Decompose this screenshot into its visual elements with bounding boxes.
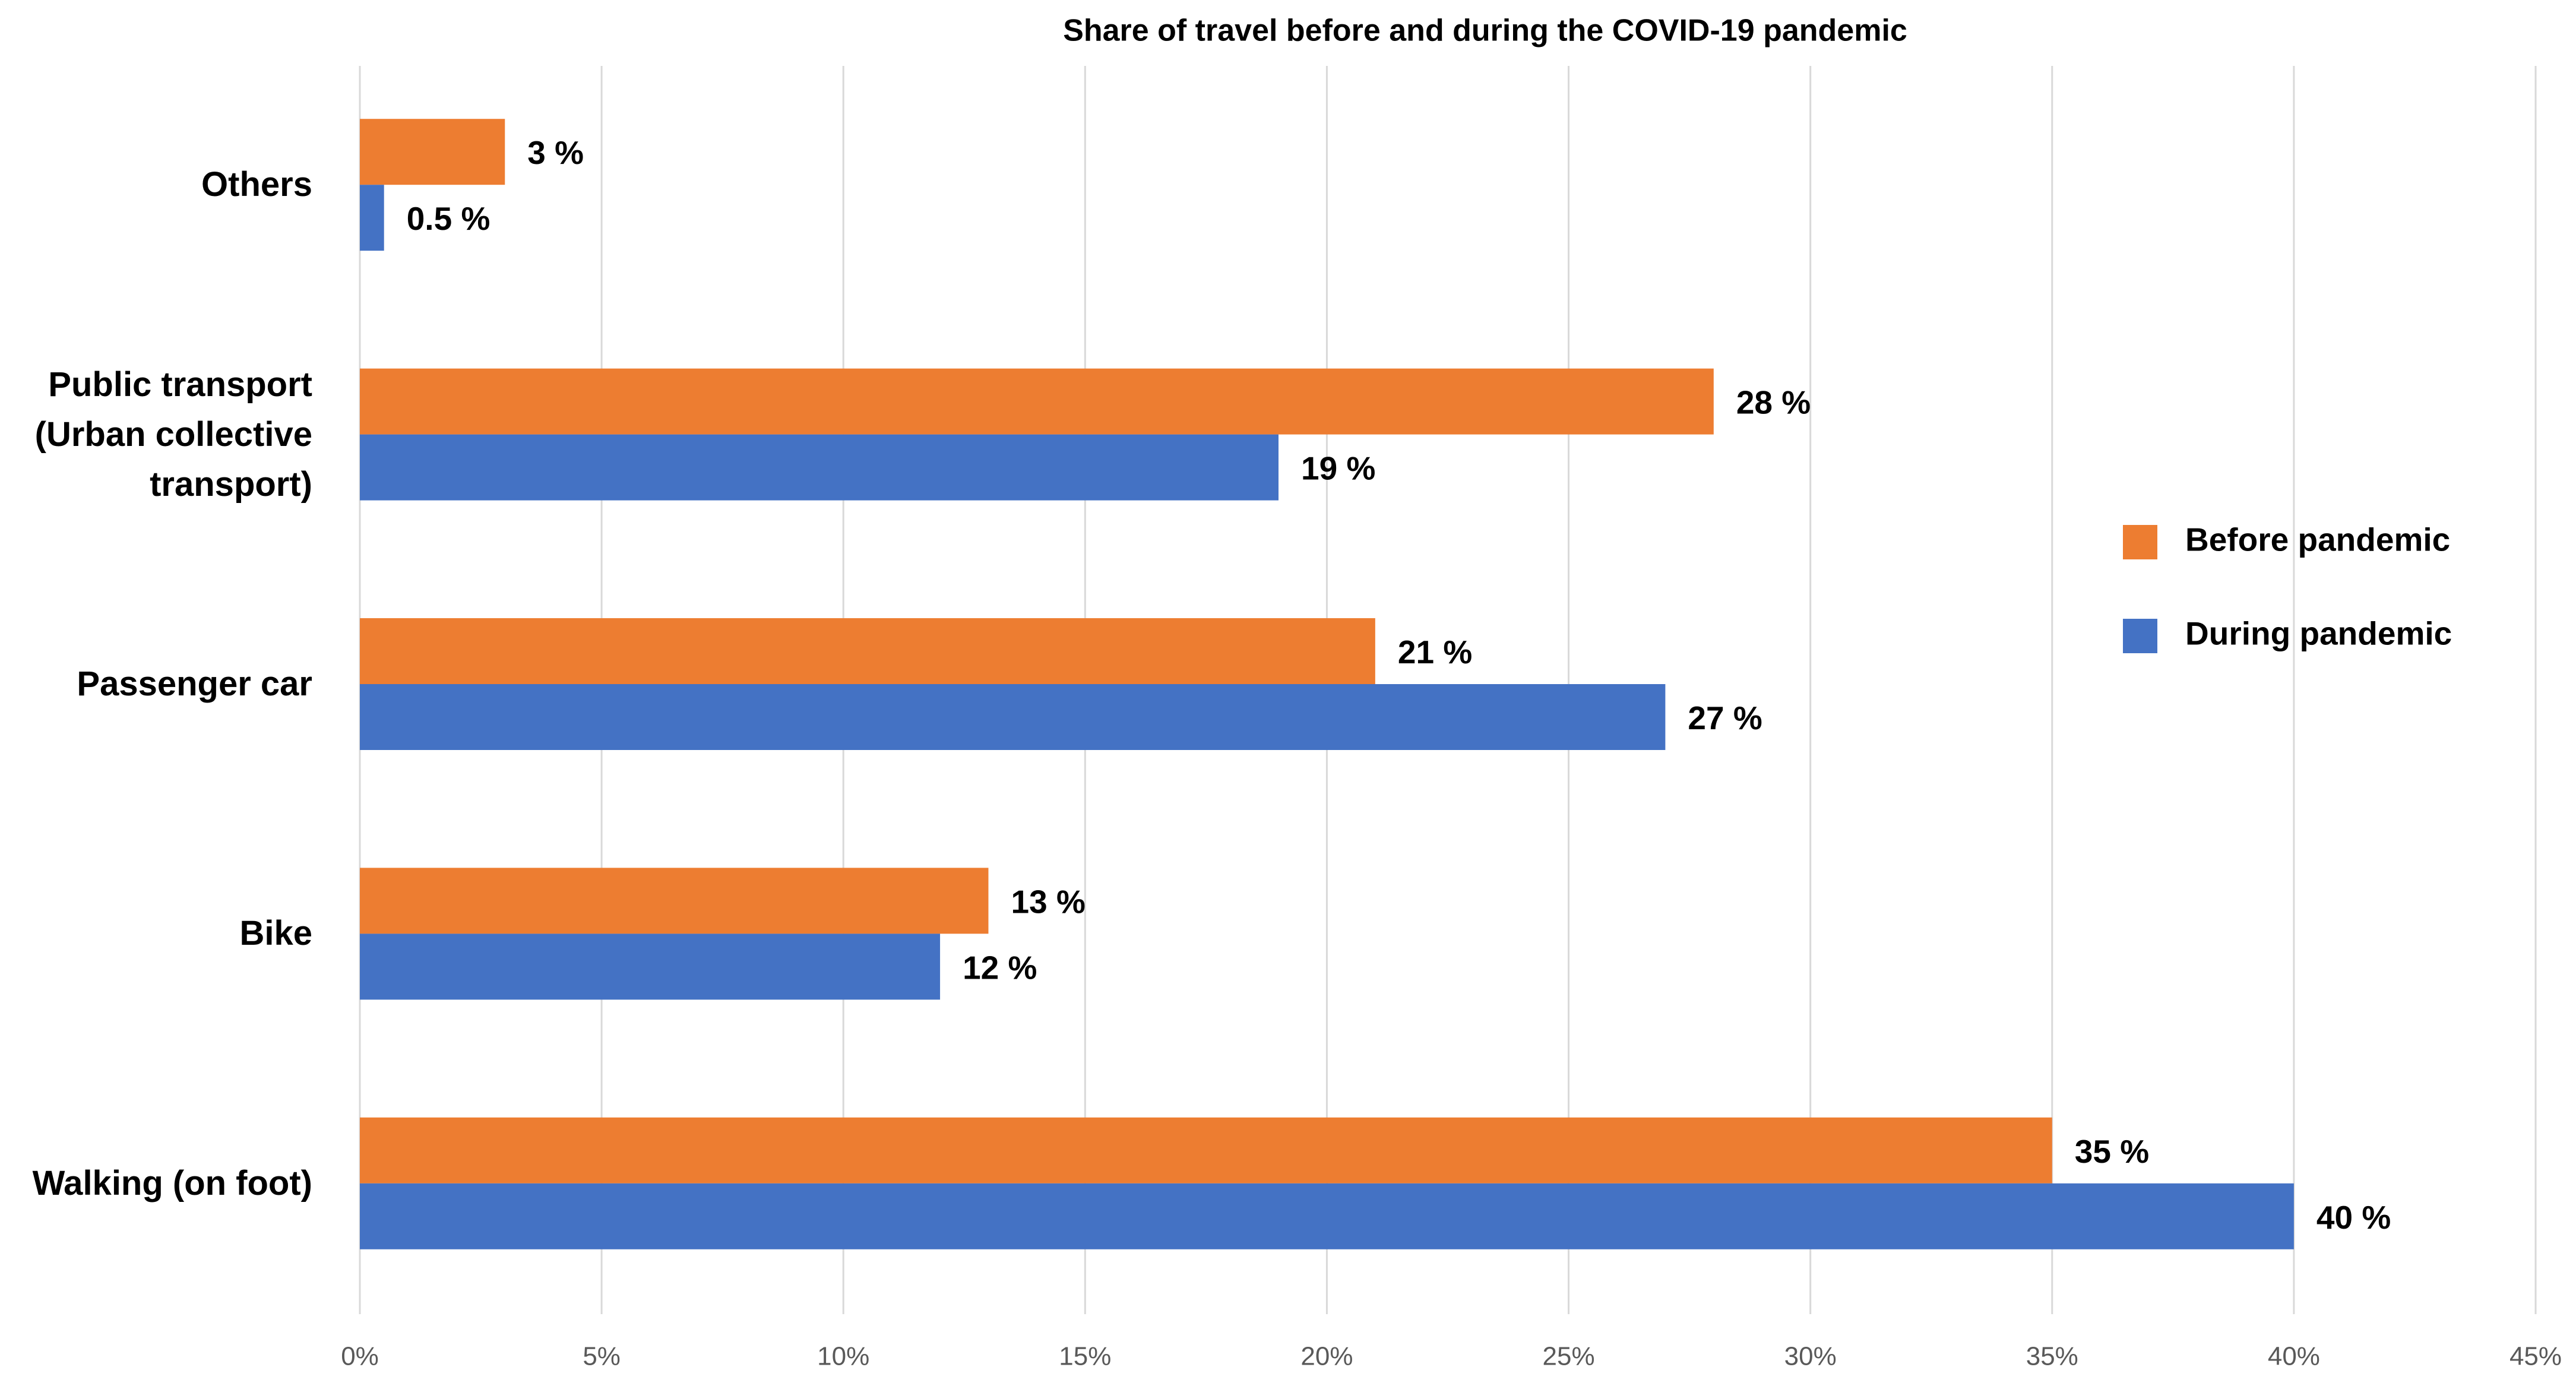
bar	[360, 1117, 2052, 1184]
x-tick-label: 5%	[583, 1342, 621, 1371]
x-tick-label: 45%	[2509, 1342, 2562, 1371]
chart-title: Share of travel before and during the CO…	[1063, 14, 1907, 48]
x-tick-label: 15%	[1059, 1342, 1111, 1371]
legend-swatch	[2123, 619, 2157, 653]
value-label: 3 %	[527, 134, 584, 171]
bar	[360, 368, 1714, 435]
bar	[360, 868, 989, 934]
bar	[360, 434, 1279, 501]
bar	[360, 934, 941, 1000]
y-tick-label: Others	[201, 165, 312, 204]
legend-label: During pandemic	[2185, 615, 2452, 652]
y-tick-label: Public transport (Urban collective trans…	[34, 365, 312, 504]
value-label: 40 %	[2316, 1199, 2391, 1236]
bar	[360, 684, 1666, 750]
bar	[360, 119, 505, 185]
value-label: 35 %	[2075, 1133, 2149, 1170]
y-tick-label: Bike	[239, 914, 312, 953]
y-tick-label: Passenger car	[77, 664, 312, 703]
value-label: 13 %	[1011, 883, 1085, 920]
value-label: 27 %	[1688, 700, 1762, 736]
x-tick-label: 0%	[341, 1342, 379, 1371]
x-tick-label: 25%	[1543, 1342, 1595, 1371]
x-tick-label: 30%	[1784, 1342, 1837, 1371]
value-label: 21 %	[1398, 634, 1472, 670]
x-tick-label: 20%	[1300, 1342, 1353, 1371]
x-tick-label: 35%	[2026, 1342, 2078, 1371]
bar	[360, 185, 384, 251]
bar	[360, 618, 1375, 684]
bar	[360, 1183, 2294, 1249]
value-label: 19 %	[1301, 450, 1375, 487]
x-tick-label: 10%	[817, 1342, 869, 1371]
value-label: 12 %	[963, 949, 1037, 986]
legend-swatch	[2123, 525, 2157, 559]
value-label: 28 %	[1736, 384, 1811, 421]
value-label: 0.5 %	[407, 200, 490, 237]
x-tick-label: 40%	[2268, 1342, 2320, 1371]
legend-label: Before pandemic	[2185, 521, 2450, 558]
y-tick-label: Walking (on foot)	[32, 1163, 312, 1203]
